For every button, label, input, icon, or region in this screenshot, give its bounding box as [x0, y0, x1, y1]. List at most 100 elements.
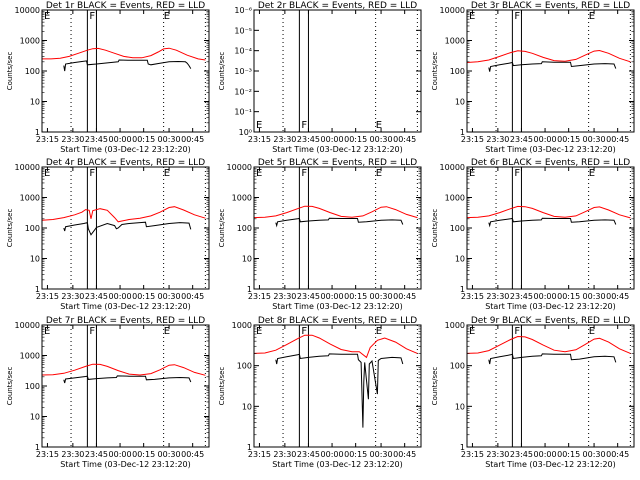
plot-frame: [466, 324, 635, 448]
y-tick-label: 1: [247, 285, 252, 294]
marker-label: F: [514, 168, 520, 179]
y-tick-label: 10: [30, 255, 40, 264]
x-tick-label: 00:30: [370, 450, 393, 459]
panel-title: Det 3r BLACK = Events, RED = LLD: [471, 1, 630, 11]
x-tick-label: 00:00: [109, 292, 132, 301]
x-tick-label: 23:30: [61, 135, 84, 144]
y-tick-label: 10⁻⁶: [234, 6, 252, 15]
x-tick-label: 00:00: [534, 450, 557, 459]
panel-title: Det 2r BLACK = Events, RED = LLD: [258, 1, 417, 11]
plot-frame: [253, 324, 422, 448]
y-axis-label: Counts/sec: [431, 367, 439, 406]
y-axis-label: Counts/sec: [218, 367, 226, 406]
x-tick-label: 00:30: [158, 135, 181, 144]
y-tick-label: 100: [237, 224, 252, 233]
y-axis-label: Counts/sec: [6, 52, 14, 91]
plot-frame: [466, 166, 635, 290]
series-events-line: [275, 353, 404, 428]
x-tick-label: 00:00: [534, 135, 557, 144]
x-tick-label: 00:45: [606, 450, 629, 459]
y-tick-label: 10: [242, 402, 252, 411]
y-tick-label: 1: [460, 128, 465, 137]
plot-frame: [41, 166, 210, 290]
x-tick-label: 23:30: [486, 450, 509, 459]
plot-frame: [253, 166, 422, 290]
y-axis-label: Counts/sec: [218, 209, 226, 248]
x-tick-label: 23:45: [85, 450, 108, 459]
series-lld-line: [41, 206, 206, 223]
marker-label: E: [469, 11, 475, 22]
panel-title: Det 8r BLACK = Events, RED = LLD: [258, 316, 417, 326]
marker-label: E: [164, 11, 170, 22]
x-tick-label: 00:15: [344, 450, 367, 459]
y-tick-label: 10000: [440, 163, 465, 172]
y-tick-label: 10000: [15, 321, 40, 330]
x-tick-label: 23:45: [510, 292, 533, 301]
marker-label: F: [89, 326, 95, 337]
x-tick-label: 00:45: [393, 292, 416, 301]
y-tick-label: 10000: [227, 163, 252, 172]
series-events-line: [275, 217, 404, 228]
marker-label: E: [44, 168, 50, 179]
panel-title: Det 4r BLACK = Events, RED = LLD: [46, 158, 205, 168]
marker-label: F: [301, 326, 307, 337]
x-tick-label: 00:15: [557, 292, 580, 301]
x-tick-label: 23:15: [248, 135, 271, 144]
x-tick-label: 00:15: [132, 292, 155, 301]
y-tick-label: 1000: [445, 37, 465, 46]
series-lld-line: [466, 49, 631, 63]
series-events-line: [63, 221, 192, 236]
y-axis-label: Counts/sec: [218, 52, 226, 91]
y-tick-label: 100: [450, 224, 465, 233]
x-tick-label: 00:45: [606, 135, 629, 144]
y-tick-label: 1: [247, 443, 252, 452]
x-tick-label: 23:45: [297, 450, 320, 459]
panel-title: Det 7r BLACK = Events, RED = LLD: [46, 316, 205, 326]
x-tick-label: 23:15: [461, 292, 484, 301]
plot-frame: [466, 9, 635, 133]
series-lld-line: [41, 363, 206, 376]
panel-title: Det 9r BLACK = Events, RED = LLD: [471, 316, 630, 326]
y-tick-label: 10⁻⁵: [234, 26, 252, 35]
y-tick-label: 1: [460, 285, 465, 294]
x-tick-label: 23:15: [248, 450, 271, 459]
marker-label: E: [469, 326, 475, 337]
marker-label: E: [164, 326, 170, 337]
y-tick-label: 1: [35, 443, 40, 452]
x-tick-label: 00:30: [370, 135, 393, 144]
x-tick-label: 00:15: [344, 135, 367, 144]
y-tick-label: 10000: [440, 6, 465, 15]
y-tick-label: 10: [242, 255, 252, 264]
y-tick-label: 10: [30, 98, 40, 107]
marker-label: E: [256, 168, 262, 179]
x-tick-label: 00:45: [393, 450, 416, 459]
y-tick-label: 10⁻³: [234, 67, 252, 76]
x-tick-label: 23:15: [461, 450, 484, 459]
panel-title: Det 1r BLACK = Events, RED = LLD: [46, 1, 205, 11]
x-tick-label: 00:30: [583, 135, 606, 144]
x-tick-label: 23:15: [36, 450, 59, 459]
y-tick-label: 10: [30, 413, 40, 422]
panel-title: Det 5r BLACK = Events, RED = LLD: [258, 158, 417, 168]
y-tick-label: 10⁻¹: [234, 108, 252, 117]
series-lld-line: [466, 205, 631, 219]
x-tick-label: 00:30: [158, 450, 181, 459]
series-lld-line: [253, 205, 418, 219]
x-tick-label: 00:45: [181, 135, 204, 144]
y-tick-label: 1000: [232, 194, 252, 203]
x-tick-label: 23:45: [85, 292, 108, 301]
x-tick-label: 23:45: [297, 135, 320, 144]
marker-label: E: [589, 11, 595, 22]
marker-label: E: [376, 326, 382, 337]
series-lld-line: [253, 334, 418, 359]
x-tick-label: 23:30: [486, 292, 509, 301]
marker-label: F: [514, 11, 520, 22]
x-tick-label: 00:00: [109, 135, 132, 144]
x-axis-label: Start Time (03-Dec-12 23:12:20): [485, 145, 616, 154]
